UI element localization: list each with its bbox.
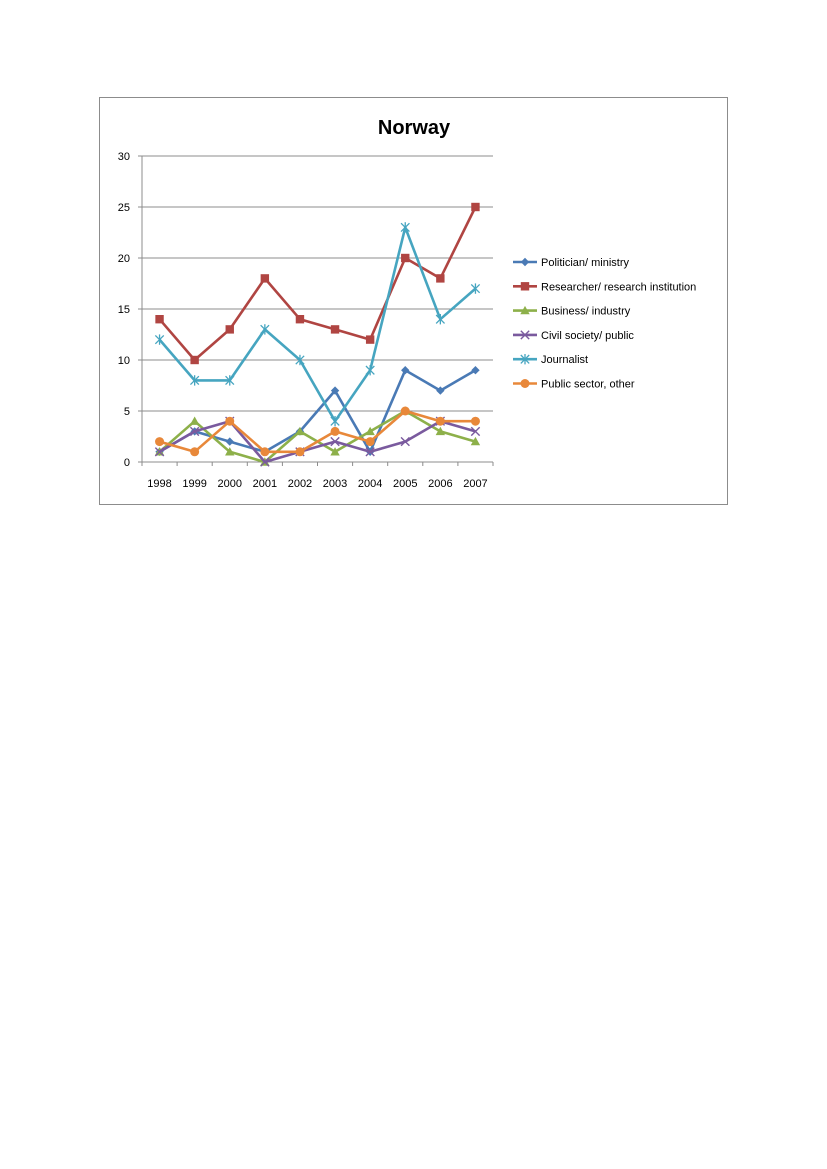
x-tick-label-2007: 2007: [463, 478, 487, 490]
data-point-journalist-1998: [154, 334, 165, 345]
legend-swatch-marker: [520, 305, 530, 315]
legend-label: Civil society/ public: [541, 330, 634, 342]
data-point-civil-society-public-2007: [470, 426, 481, 437]
legend-swatch-marker: [520, 354, 530, 365]
data-point-researcher-research-institution-2000: [225, 325, 234, 334]
data-point-journalist-2003: [330, 416, 340, 427]
data-point-business-industry-2004: [365, 426, 375, 436]
data-point-researcher-research-institution-2005: [401, 253, 410, 263]
data-point-journalist-2005: [400, 222, 410, 233]
x-tick-label-2000: 2000: [218, 478, 242, 490]
axes: 0 5 10 15 20 25 30 1998 1999 2000 2001 2002 2003 2004…: [118, 151, 494, 490]
data-point-civil-society-public-2004: [365, 447, 375, 457]
x-tick-label-1999: 1999: [182, 478, 206, 490]
data-point-researcher-research-institution-1998: [155, 315, 164, 324]
legend-entry-politician-ministry: Politician/ ministry: [513, 257, 630, 269]
data-point-researcher-research-institution-2003: [330, 325, 340, 334]
series-line-journalist: [158, 226, 477, 423]
data-point-business-industry-1999: [189, 416, 200, 425]
data-point-politician-ministry-2006: [436, 386, 445, 395]
legend-swatch-marker: [520, 257, 530, 267]
legend-label: Public sector, other: [541, 379, 635, 391]
data-point-business-industry-2003: [330, 447, 340, 456]
data-point-researcher-research-institution-2007: [471, 202, 480, 212]
data-point-public-sector-other-2006: [435, 416, 445, 426]
grid-lines: [142, 155, 493, 412]
legend-label: Researcher/ research institution: [541, 281, 696, 293]
x-tick-label-2006: 2006: [428, 478, 452, 490]
data-point-journalist-1999: [189, 375, 200, 386]
data-point-public-sector-other-1998: [155, 437, 165, 447]
chart-frame: Norway 0 5 10 15 20 25 30 1998 1999 2000 2001 2002 2…: [99, 97, 728, 505]
series-line-civil-society-public: [158, 419, 476, 464]
data-point-journalist-2004: [365, 365, 375, 376]
data-point-public-sector-other-2002: [295, 447, 305, 457]
legend-swatch-marker: [520, 282, 530, 291]
x-tick-label-2005: 2005: [393, 478, 417, 490]
data-point-business-industry-2002: [295, 426, 305, 436]
data-point-civil-society-public-1998: [154, 447, 165, 457]
legend-entry-journalist: Journalist: [513, 354, 588, 366]
data-point-public-sector-other-2001: [260, 447, 270, 457]
series-line-public-sector-other: [159, 409, 476, 454]
legend-swatch-marker: [520, 379, 530, 388]
chart-title: Norway: [378, 117, 451, 139]
legend-entry-civil-society-public: Civil society/ public: [513, 330, 634, 342]
data-point-researcher-research-institution-2002: [295, 315, 305, 324]
series-line-researcher-research-institution: [158, 206, 477, 362]
data-point-politician-ministry-2007: [471, 366, 480, 375]
data-point-public-sector-other-1999: [190, 447, 200, 457]
legend-label: Business/ industry: [541, 306, 631, 318]
y-tick-label-30: 30: [118, 151, 130, 163]
line-chart: Norway 0 5 10 15 20 25 30 1998 1999 2000 2001 2002 2…: [118, 117, 697, 490]
data-point-politician-ministry-2003: [330, 386, 340, 395]
x-tick-label-2003: 2003: [323, 478, 347, 490]
x-tick-label-1998: 1998: [147, 478, 171, 490]
data-point-journalist-2006: [435, 314, 446, 325]
y-tick-label-5: 5: [124, 406, 130, 418]
data-point-public-sector-other-2007: [470, 416, 480, 426]
data-point-journalist-2002: [295, 354, 305, 366]
data-point-researcher-research-institution-2004: [365, 335, 375, 344]
legend-label: Politician/ ministry: [541, 257, 630, 269]
data-point-journalist-2001: [260, 324, 270, 335]
data-point-civil-society-public-2003: [330, 436, 340, 447]
data-point-researcher-research-institution-2006: [436, 274, 445, 283]
legend-entry-business-industry: Business/ industry: [513, 306, 631, 318]
data-point-journalist-2000: [225, 375, 235, 386]
y-tick-label-10: 10: [118, 355, 130, 367]
legend-entry-researcher-research-institution: Researcher/ research institution: [513, 281, 696, 293]
x-tick-label-2002: 2002: [288, 478, 312, 490]
data-point-civil-society-public-1999: [189, 426, 200, 437]
x-tick-label-2001: 2001: [253, 478, 277, 490]
data-point-journalist-2007: [470, 283, 481, 294]
data-point-politician-ministry-2005: [401, 366, 410, 375]
legend-swatch-marker: [520, 330, 530, 340]
data-point-politician-ministry-2000: [225, 437, 234, 446]
data-point-public-sector-other-2004: [365, 437, 375, 447]
legend-label: Journalist: [541, 354, 588, 366]
legend: Politician/ ministry Researcher/ research…: [513, 257, 696, 391]
data-point-business-industry-2006: [435, 426, 446, 436]
y-tick-label-15: 15: [118, 304, 130, 316]
y-tick-label-20: 20: [118, 253, 130, 265]
series-lines: [154, 202, 481, 467]
data-point-researcher-research-institution-1999: [190, 355, 199, 365]
data-point-business-industry-2007: [470, 436, 481, 446]
data-point-public-sector-other-2000: [225, 416, 235, 426]
data-point-researcher-research-institution-2001: [260, 274, 270, 283]
data-point-civil-society-public-2005: [400, 436, 410, 447]
data-point-civil-society-public-2001: [260, 457, 270, 467]
data-point-public-sector-other-2003: [330, 426, 340, 436]
y-tick-label-25: 25: [118, 202, 130, 214]
x-tick-label-2004: 2004: [358, 478, 382, 490]
data-point-business-industry-2000: [225, 447, 235, 456]
data-point-public-sector-other-2005: [400, 406, 410, 416]
legend-entry-public-sector-other: Public sector, other: [513, 379, 635, 391]
y-tick-label-0: 0: [124, 457, 130, 469]
